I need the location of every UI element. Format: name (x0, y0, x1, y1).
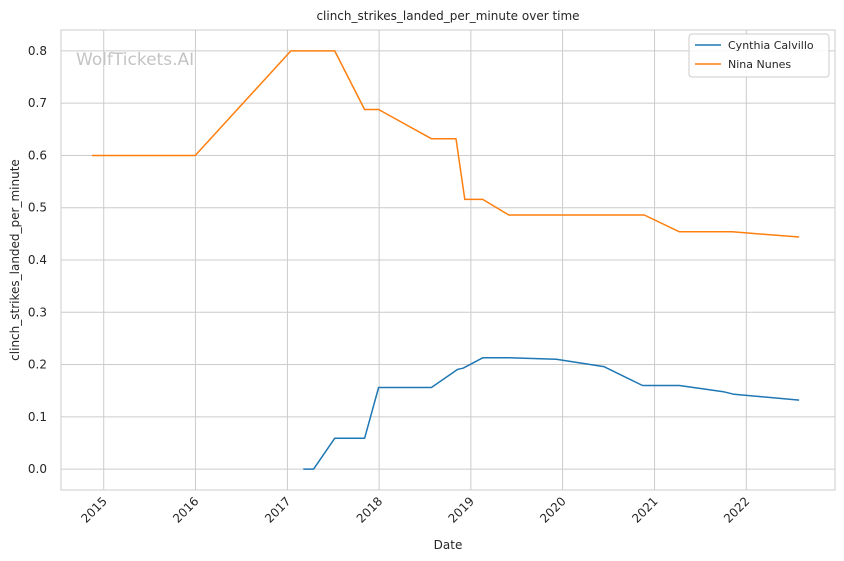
y-tick-label: 0.1 (28, 410, 47, 424)
y-axis-title: clinch_strikes_landed_per_minute (8, 159, 22, 361)
legend-box (688, 33, 830, 78)
y-axis-tick-labels: 0.0 0.1 0.2 0.3 0.4 0.5 0.6 0.7 0.8 (28, 44, 47, 476)
x-axis-title: Date (434, 538, 463, 552)
chart-title: clinch_strikes_landed_per_minute over ti… (316, 9, 579, 23)
y-tick-label: 0.7 (28, 96, 47, 110)
y-tick-label: 0.2 (28, 358, 47, 372)
y-tick-label: 0.4 (28, 253, 47, 267)
plot-area-frame (60, 29, 836, 491)
watermark-text: WolfTickets.AI (76, 50, 194, 70)
y-tick-label: 0.3 (28, 305, 47, 319)
y-tick-label: 0.0 (28, 462, 47, 476)
legend-label-cynthia-calvillo: Cynthia Calvillo (728, 39, 814, 52)
y-tick-label: 0.8 (28, 44, 47, 58)
legend-label-nina-nunes: Nina Nunes (728, 58, 791, 71)
series-layer (91, 50, 800, 470)
series-line-nina-nunes (91, 50, 800, 238)
y-tick-label: 0.5 (28, 201, 47, 215)
y-tick-label: 0.6 (28, 148, 47, 162)
legend: Cynthia Calvillo Nina Nunes (688, 33, 830, 78)
horizontal-gridlines (61, 50, 835, 470)
series-line-cynthia-calvillo (303, 357, 800, 470)
